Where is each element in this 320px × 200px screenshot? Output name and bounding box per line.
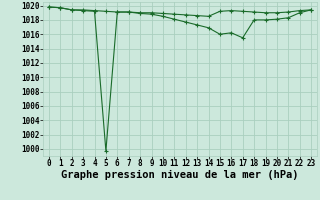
X-axis label: Graphe pression niveau de la mer (hPa): Graphe pression niveau de la mer (hPa) (61, 170, 299, 180)
